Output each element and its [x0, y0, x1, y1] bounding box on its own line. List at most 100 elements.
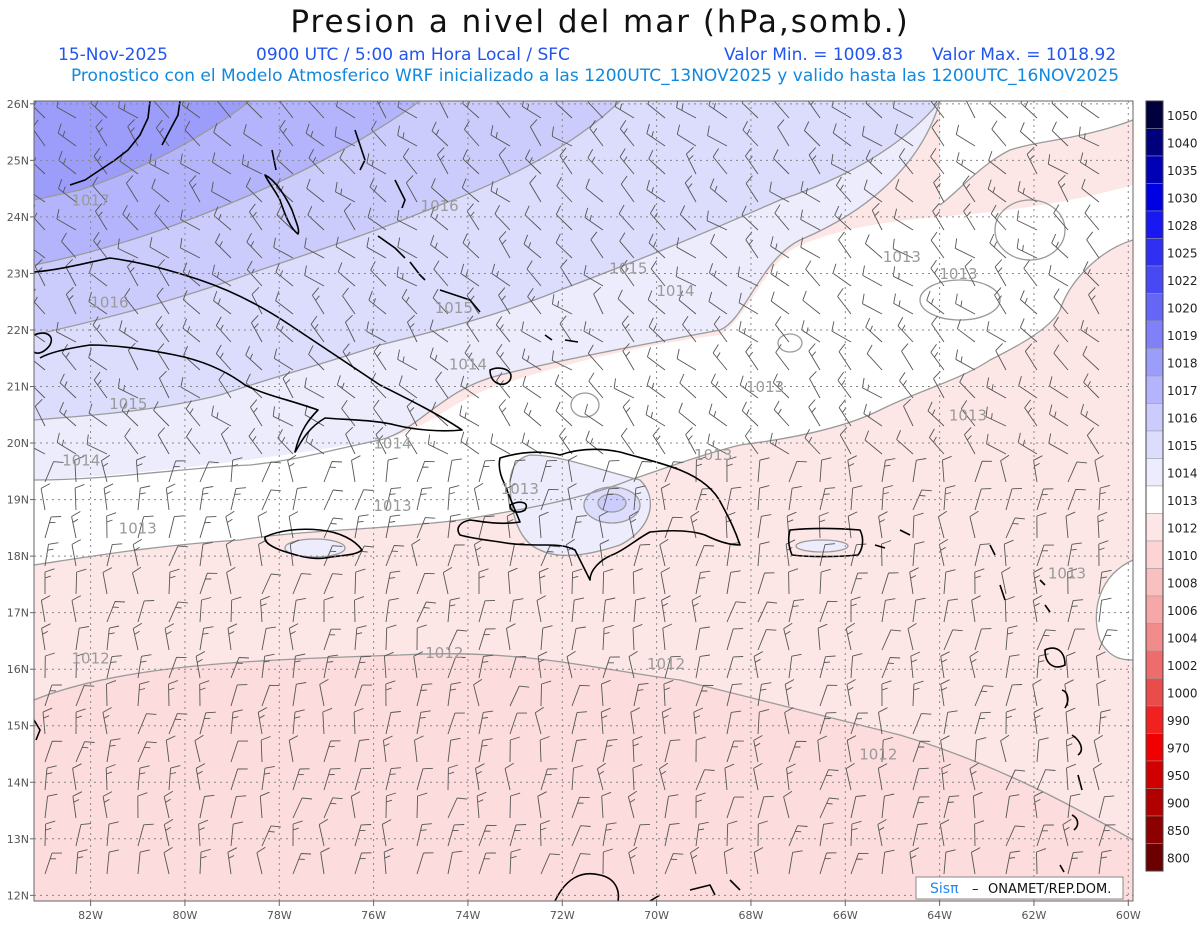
wind-barb — [632, 735, 643, 763]
colorbar-swatch — [1145, 678, 1164, 707]
wind-barb — [895, 178, 914, 203]
colorbar-swatch — [1145, 348, 1164, 377]
wind-barb — [628, 846, 638, 875]
wind-barb — [230, 821, 244, 847]
wind-barb — [256, 846, 266, 875]
wind-barb — [1048, 433, 1069, 455]
wind-barb — [539, 736, 550, 763]
colorbar-label: 950 — [1167, 769, 1190, 783]
wind-barb — [1001, 567, 1011, 595]
colorbar-label: 990 — [1167, 714, 1190, 728]
wind-barb — [745, 175, 759, 203]
wind-barb — [772, 373, 790, 399]
colorbar-swatch — [1145, 293, 1164, 322]
wind-barb — [335, 236, 356, 259]
wind-barb — [602, 624, 614, 651]
wind-barb — [509, 459, 526, 483]
footer-credit: Sisπ – ONAMET/REP.DOM. — [915, 876, 1124, 900]
wind-barb — [737, 266, 759, 287]
isobar-label: 1013 — [883, 248, 921, 266]
colorbar-swatch — [1145, 458, 1164, 487]
wind-barb — [165, 735, 176, 763]
wind-barb — [744, 427, 759, 455]
wind-barb — [555, 401, 573, 427]
wind-barb — [955, 349, 976, 371]
wind-barb — [59, 402, 77, 427]
wind-barb — [940, 679, 950, 707]
wind-barb — [57, 123, 77, 147]
coast-guadeloupe — [1044, 647, 1066, 668]
colorbar-swatch — [1145, 210, 1164, 239]
wind-barb — [406, 398, 418, 427]
wind-barb — [909, 847, 920, 875]
wind-barb — [157, 343, 170, 371]
wind-barb — [74, 455, 85, 483]
colorbar-swatch — [1145, 623, 1164, 652]
wind-barb — [695, 821, 709, 847]
coast-dominica — [1061, 689, 1069, 709]
wind-barb — [1067, 599, 1084, 623]
wind-barb — [106, 625, 120, 651]
wind-barb — [199, 516, 217, 539]
wind-barb — [933, 174, 945, 203]
lat-tick-label: 15N — [7, 720, 29, 733]
wind-barb — [775, 316, 790, 343]
wind-barb — [943, 598, 959, 623]
wind-barb — [912, 597, 926, 623]
wind-barb — [986, 433, 1007, 455]
wind-barb — [753, 763, 763, 791]
plot-frame — [33, 100, 1134, 902]
coast-bahamas-6 — [439, 289, 481, 313]
wind-barb — [106, 849, 119, 875]
wind-barb — [44, 793, 58, 819]
wind-barb — [769, 181, 790, 203]
wind-barb — [44, 740, 63, 763]
wind-barb — [690, 846, 700, 875]
wind-barb — [385, 545, 405, 567]
wind-barb — [1036, 488, 1054, 511]
isobar-label: 1016 — [90, 293, 128, 311]
wind-barb — [521, 348, 542, 371]
wind-barb — [1024, 399, 1038, 427]
wind-barb — [292, 597, 306, 623]
wind-barb — [447, 544, 465, 567]
wind-barb — [430, 178, 449, 203]
wind-barb — [351, 455, 361, 483]
wind-barb — [1096, 679, 1106, 707]
wind-barb — [478, 852, 496, 875]
wind-barb — [478, 568, 489, 594]
lon-tick-label: 80W — [172, 909, 197, 922]
wind-barb — [712, 344, 728, 371]
wind-barb — [627, 790, 638, 819]
wind-barb — [132, 538, 143, 567]
wind-barb — [837, 287, 852, 315]
wind-barb — [92, 316, 108, 343]
wind-barb — [646, 375, 666, 399]
wind-barb — [406, 314, 418, 343]
lat-tick-label: 26N — [7, 98, 29, 111]
wind-barb — [478, 710, 494, 735]
isobar-label: 1012 — [859, 746, 897, 764]
wind-barb — [127, 119, 139, 147]
wind-barb — [678, 290, 697, 315]
wind-barb — [182, 262, 201, 287]
wind-barb — [307, 205, 325, 231]
wind-barb — [447, 712, 465, 735]
wind-barb — [753, 651, 764, 679]
wind-barb — [65, 258, 77, 287]
wind-barb — [960, 400, 976, 427]
wind-barb — [414, 735, 424, 763]
wind-barb — [273, 237, 294, 259]
wind-barb — [964, 427, 976, 455]
coast-south-america — [554, 873, 741, 901]
wind-barb — [323, 628, 341, 651]
wind-barb — [416, 852, 434, 875]
wind-barb — [571, 626, 586, 651]
wind-barb — [1005, 850, 1021, 875]
wind-barb — [461, 178, 480, 203]
wind-barb — [845, 622, 856, 651]
wind-barb — [571, 515, 587, 539]
wind-barb — [555, 233, 573, 259]
lon-tick-label: 68W — [739, 909, 764, 922]
coast-grenada — [1059, 864, 1065, 873]
